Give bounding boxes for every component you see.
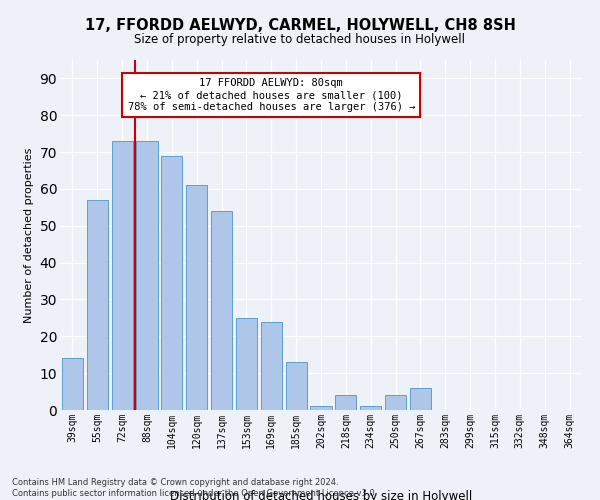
Bar [310,406,332,410]
Y-axis label: Number of detached properties: Number of detached properties [24,148,34,322]
Bar [261,322,282,410]
Text: Size of property relative to detached houses in Holywell: Size of property relative to detached ho… [134,32,466,46]
Bar [136,141,158,410]
Bar [62,358,83,410]
Bar [410,388,431,410]
Text: 17 FFORDD AELWYD: 80sqm
← 21% of detached houses are smaller (100)
78% of semi-d: 17 FFORDD AELWYD: 80sqm ← 21% of detache… [128,78,415,112]
Bar [286,362,307,410]
Bar [385,396,406,410]
Bar [236,318,257,410]
Bar [360,406,381,410]
Bar [87,200,108,410]
Text: 17, FFORDD AELWYD, CARMEL, HOLYWELL, CH8 8SH: 17, FFORDD AELWYD, CARMEL, HOLYWELL, CH8… [85,18,515,32]
Bar [186,186,207,410]
Bar [335,396,356,410]
X-axis label: Distribution of detached houses by size in Holywell: Distribution of detached houses by size … [170,490,472,500]
Bar [211,211,232,410]
Bar [161,156,182,410]
Text: Contains HM Land Registry data © Crown copyright and database right 2024.
Contai: Contains HM Land Registry data © Crown c… [12,478,377,498]
Bar [112,141,133,410]
